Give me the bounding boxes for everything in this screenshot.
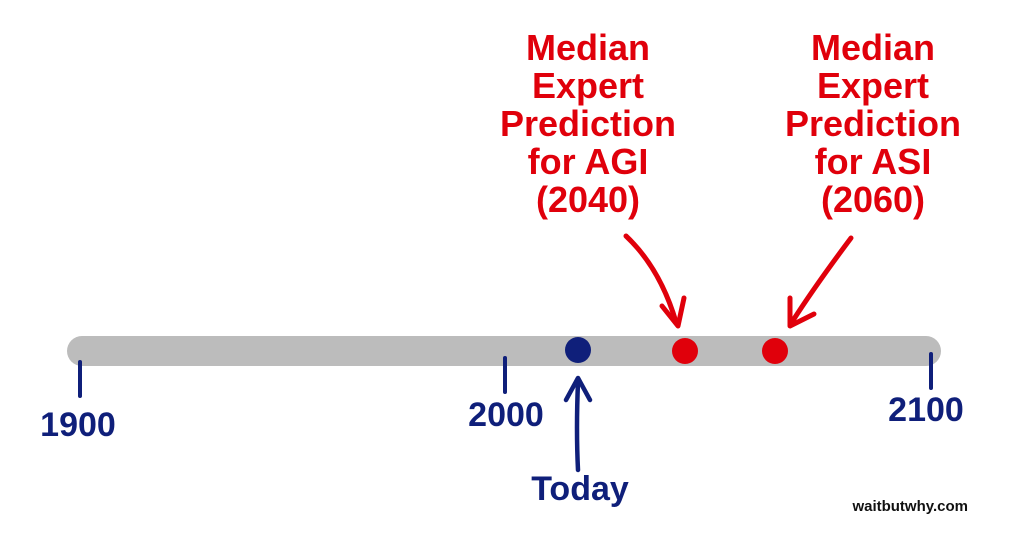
annotation-line-2040-3: for AGI [528,141,649,182]
annotation-line-2060-3: for ASI [815,141,932,182]
annotation-line-2060-0: Median [811,27,935,68]
today-dot [565,337,591,363]
today-arrow-head [563,375,593,403]
annotation-line-2040-2: Prediction [500,103,676,144]
annotation-line-2060-4: (2060) [821,179,925,220]
today-label: Today [531,470,629,508]
event-dot-2060 [762,338,788,364]
annotation-line-2060-1: Expert [817,65,929,106]
event-dot-2040 [672,338,698,364]
annotation-line-2040-1: Expert [532,65,644,106]
tick-label-2000: 2000 [468,396,544,434]
asi-arrow-shaft [789,235,854,325]
agi-arrow-shaft [623,233,679,325]
site-credit: waitbutwhy.com [851,498,968,515]
tick-label-1900: 1900 [40,406,116,444]
annotation-line-2060-2: Prediction [785,103,961,144]
asi-arrow-head [787,295,817,329]
today-arrow-shaft [574,379,581,473]
annotation-line-2040-0: Median [526,27,650,68]
annotation-line-2040-4: (2040) [536,179,640,220]
agi-arrow-head [659,295,687,329]
tick-label-2100: 2100 [888,391,964,429]
